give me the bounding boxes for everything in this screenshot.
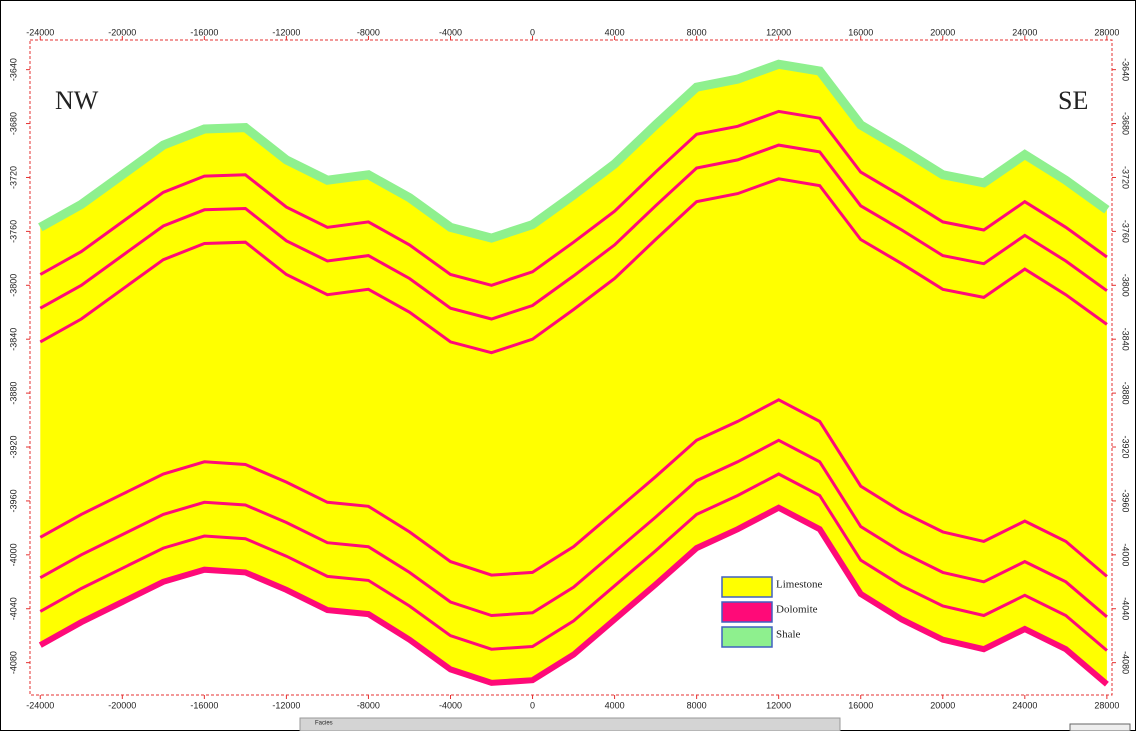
y-tick-label: -4040	[8, 597, 18, 620]
legend-label: Dolomite	[776, 604, 818, 616]
x-tick-label: 20000	[930, 700, 955, 710]
y-tick-label: -3920	[1121, 436, 1131, 459]
x-tick-label: -12000	[272, 700, 300, 710]
dolomite-horizon	[39, 438, 1108, 618]
x-tick-label: -16000	[190, 700, 218, 710]
dolomite-horizon	[39, 109, 1108, 287]
x-tick-label: -24000	[26, 27, 54, 37]
y-tick-label: -3800	[8, 274, 18, 297]
legend-label: Limestone	[776, 579, 823, 591]
y-tick-label: -3920	[8, 436, 18, 459]
x-tick-label: -8000	[357, 27, 380, 37]
x-tick-label: 16000	[848, 700, 873, 710]
y-tick-label: -3800	[1121, 274, 1131, 297]
dolomite-horizon	[39, 177, 1108, 355]
x-tick-label: 12000	[766, 700, 791, 710]
y-tick-label: -3960	[8, 489, 18, 512]
x-tick-label: -4000	[439, 700, 462, 710]
y-tick-label: -3720	[1121, 166, 1131, 189]
direction-label: SE	[1058, 86, 1088, 115]
x-tick-label: 8000	[687, 700, 707, 710]
x-tick-label: -8000	[357, 700, 380, 710]
x-tick-label: 16000	[848, 27, 873, 37]
x-tick-label: 28000	[1094, 27, 1119, 37]
legend-label: Shale	[776, 629, 801, 641]
x-tick-label: -20000	[108, 27, 136, 37]
y-tick-label: -3960	[1121, 489, 1131, 512]
plot-area	[38, 59, 1110, 687]
y-tick-label: -4080	[8, 651, 18, 674]
y-tick-label: -3760	[8, 220, 18, 243]
y-tick-label: -3640	[8, 58, 18, 81]
x-tick-label: 20000	[930, 27, 955, 37]
panel-label: Facies	[315, 721, 333, 727]
x-tick-label: 12000	[766, 27, 791, 37]
x-tick-label: 28000	[1094, 700, 1119, 710]
y-tick-label: -3880	[1121, 382, 1131, 405]
shale-top	[38, 59, 1110, 243]
x-tick-label: -20000	[108, 700, 136, 710]
x-tick-label: 4000	[605, 27, 625, 37]
x-tick-label: -16000	[190, 27, 218, 37]
legend-swatch	[721, 626, 773, 648]
button[interactable]	[1069, 723, 1131, 732]
x-tick-label: 24000	[1012, 700, 1037, 710]
y-tick-label: -4000	[8, 543, 18, 566]
plot-border	[29, 39, 1113, 696]
y-tick-label: -3760	[1121, 220, 1131, 243]
y-tick-label: -3680	[8, 112, 18, 135]
legend-swatch	[721, 601, 773, 623]
y-tick-label: -4000	[1121, 543, 1131, 566]
x-tick-label: -24000	[26, 700, 54, 710]
x-tick-label: 24000	[1012, 27, 1037, 37]
direction-label: NW	[55, 86, 99, 115]
dolomite-horizon	[39, 143, 1108, 321]
y-tick-label: -3720	[8, 166, 18, 189]
x-tick-label: 0	[530, 700, 535, 710]
y-tick-label: -3840	[8, 328, 18, 351]
y-tick-label: -4040	[1121, 597, 1131, 620]
x-tick-label: 0	[530, 27, 535, 37]
x-tick-label: -4000	[439, 27, 462, 37]
x-tick-label: -12000	[272, 27, 300, 37]
x-tick-label: 8000	[687, 27, 707, 37]
dolomite-horizon	[39, 398, 1108, 578]
y-tick-label: -4080	[1121, 651, 1131, 674]
y-tick-label: -3880	[8, 382, 18, 405]
y-tick-label: -3840	[1121, 328, 1131, 351]
y-tick-label: -3680	[1121, 112, 1131, 135]
dolomite-horizon	[39, 472, 1108, 652]
scroll-panel[interactable]	[299, 717, 841, 732]
base-surface	[38, 504, 1109, 687]
x-tick-label: 4000	[605, 700, 625, 710]
legend-swatch	[721, 576, 773, 598]
y-tick-label: -3640	[1121, 58, 1131, 81]
